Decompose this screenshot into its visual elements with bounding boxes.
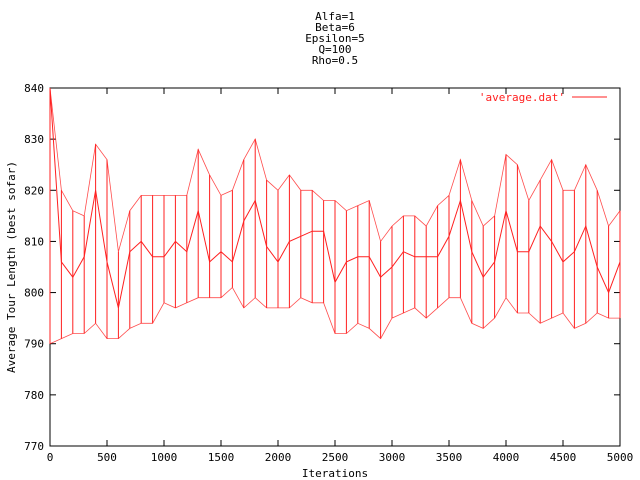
y-tick-label: 770 (24, 440, 44, 453)
title-line-epsilon: Epsilon=5 (305, 32, 365, 45)
title-line-beta: Beta=6 (315, 21, 355, 34)
legend-label: 'average.dat' (479, 91, 565, 104)
y-tick-label: 800 (24, 287, 44, 300)
x-tick-label: 2000 (265, 451, 292, 464)
title-line-q: Q=100 (318, 43, 351, 56)
x-tick-label: 3500 (436, 451, 463, 464)
x-tick-label: 5000 (607, 451, 634, 464)
y-axis: 770 780 790 800 810 820 830 840 (24, 82, 620, 453)
x-tick-label: 1500 (208, 451, 235, 464)
x-tick-label: 0 (47, 451, 54, 464)
y-tick-label: 830 (24, 133, 44, 146)
series-maximum-trace (49, 87, 621, 252)
title-line-rho: Rho=0.5 (312, 54, 358, 67)
legend: 'average.dat' (479, 91, 607, 104)
x-tick-label: 3000 (379, 451, 406, 464)
x-tick-label: 1000 (151, 451, 178, 464)
y-axis-label: Average Tour Length (best sofar) (5, 161, 18, 373)
series-minimum-trace (49, 286, 620, 345)
y-tick-label: 820 (24, 184, 44, 197)
title-line-alfa: Alfa=1 (315, 10, 355, 23)
x-axis: 0 500 1000 1500 2000 2500 3000 3500 4000 4500 5000 (47, 88, 634, 464)
y-tick-label: 840 (24, 82, 44, 95)
y-tick-label: 790 (24, 338, 44, 351)
x-tick-label: 4000 (493, 451, 520, 464)
x-tick-label: 4500 (550, 451, 577, 464)
y-tick-label: 810 (24, 235, 44, 248)
x-axis-label: Iterations (302, 467, 368, 480)
x-tick-label: 500 (97, 451, 117, 464)
series-layer (49, 87, 621, 345)
y-tick-label: 780 (24, 389, 44, 402)
x-tick-label: 2500 (322, 451, 349, 464)
chart-title: Alfa=1 Beta=6 Epsilon=5 Q=100 Rho=0.5 (305, 10, 365, 67)
